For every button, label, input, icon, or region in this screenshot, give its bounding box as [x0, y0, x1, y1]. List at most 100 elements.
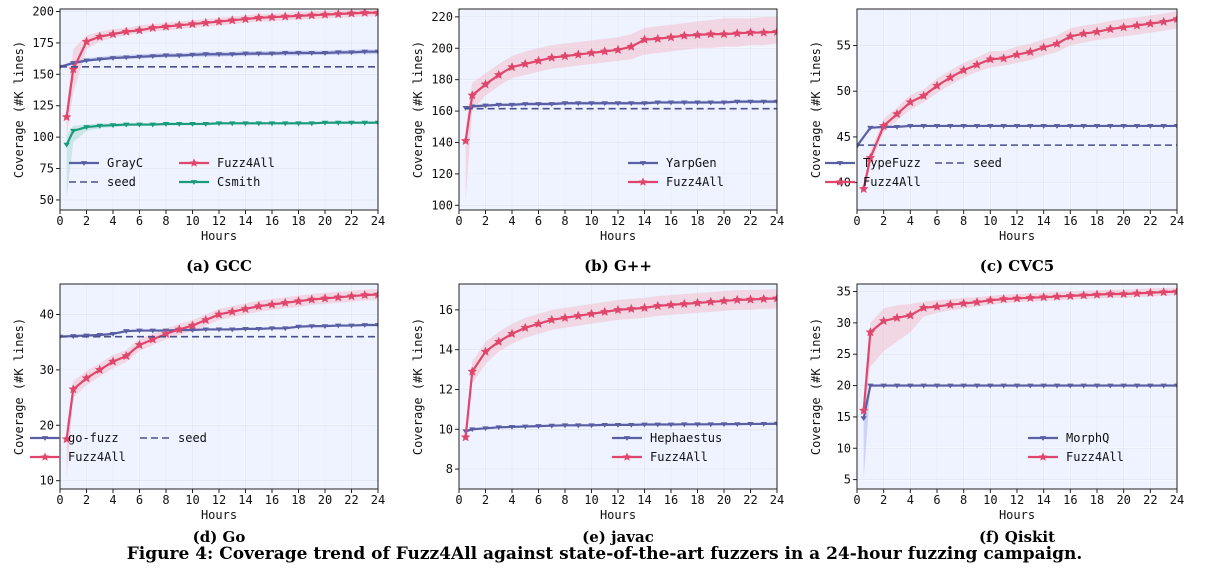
point-fuzz4all — [626, 41, 637, 51]
point-yarpgen — [548, 102, 555, 107]
point-fuzz4all — [293, 296, 304, 306]
point-fuzz4all — [666, 299, 676, 310]
point-fuzz4all — [214, 309, 224, 319]
point-fuzz4all — [719, 295, 729, 306]
point-yarpgen — [462, 106, 469, 111]
point-grayc — [308, 51, 315, 56]
point-csmith — [202, 122, 209, 127]
point-yarpgen — [707, 100, 714, 106]
point-fuzz4all — [174, 324, 185, 334]
point-fuzz4all — [227, 306, 238, 316]
point-typefuzz — [1067, 124, 1074, 129]
point-fuzz4all — [467, 366, 478, 376]
point-fuzz4all — [998, 293, 1009, 304]
x-tick-label: 14 — [238, 493, 252, 507]
y-tick-label: 10 — [837, 441, 851, 455]
point-morphq — [1053, 383, 1061, 389]
point-morphq — [1027, 383, 1034, 389]
point-csmith — [136, 122, 143, 128]
point-grayc — [162, 53, 170, 59]
point-grayc — [282, 51, 289, 56]
point-fuzz4all — [692, 29, 703, 40]
point-go-fuzz — [308, 324, 315, 329]
point-grayc — [83, 58, 90, 64]
point-fuzz4all — [639, 34, 650, 44]
point-fuzz4all — [865, 152, 876, 163]
point-csmith — [162, 122, 170, 127]
x-tick-label: 6 — [535, 493, 542, 507]
point-go-fuzz — [295, 324, 302, 330]
y-tick-label: 150 — [32, 67, 54, 81]
x-tick-label: 2 — [482, 214, 489, 228]
legend-label-morphq: MorphQ — [1066, 431, 1109, 445]
x-tick-label: 16 — [664, 493, 678, 507]
point-csmith — [282, 121, 289, 127]
point-hephaestus — [535, 424, 542, 429]
x-tick-label: 18 — [291, 493, 305, 507]
point-typefuzz — [1080, 124, 1087, 129]
point-go-fuzz — [335, 323, 342, 329]
point-morphq — [893, 383, 901, 389]
x-tick-label: 12 — [212, 493, 226, 507]
point-hephaestus — [601, 422, 608, 428]
point-csmith — [96, 123, 103, 129]
point-hephaestus — [628, 422, 635, 428]
point-csmith — [63, 142, 70, 148]
point-hephaestus — [508, 424, 516, 430]
point-fuzz4all — [480, 79, 491, 89]
plot-series — [460, 16, 777, 201]
x-tick-label: 20 — [717, 214, 731, 228]
point-fuzz4all — [520, 322, 531, 332]
point-morphq — [860, 416, 867, 422]
y-tick-label: 120 — [431, 167, 453, 181]
x-tick-label: 14 — [637, 214, 651, 228]
point-yarpgen — [522, 102, 529, 107]
point-hephaestus — [561, 423, 569, 429]
point-fuzz4all — [320, 9, 330, 19]
point-morphq — [960, 383, 967, 389]
y-tick-label: 220 — [431, 10, 453, 24]
legend-label-typefuzz: TypeFuzz — [863, 156, 921, 170]
point-fuzz4all — [507, 61, 517, 72]
legend-label-fuzz4all: Fuzz4All — [68, 450, 126, 464]
legend-marker-fuzz4all — [189, 158, 199, 167]
panel-label: (a) GCC — [186, 257, 252, 275]
point-go-fuzz — [361, 323, 368, 328]
x-tick-label: 8 — [960, 493, 967, 507]
point-morphq — [947, 383, 954, 389]
y-tick-label: 175 — [32, 36, 54, 50]
point-fuzz4all — [972, 59, 982, 69]
point-fuzz4all — [772, 293, 777, 303]
point-csmith — [295, 121, 302, 127]
point-fuzz4all — [1172, 286, 1177, 296]
point-fuzz4all — [460, 432, 471, 442]
x-tick-label: 0 — [853, 214, 860, 228]
y-tick-label: 35 — [837, 285, 851, 299]
point-fuzz4all — [878, 315, 889, 326]
band-fuzz4all — [465, 288, 777, 442]
point-go-fuzz — [255, 326, 262, 332]
point-fuzz4all — [732, 28, 743, 38]
point-fuzz4all — [772, 26, 777, 36]
x-tick-label: 20 — [318, 493, 332, 507]
legend-marker-fuzz4all — [1038, 452, 1048, 461]
point-morphq — [1067, 383, 1074, 389]
point-typefuzz — [907, 124, 914, 129]
chart-panel-a-gcc: 0 2 4 6 8 10 12 14 16 18 20 22 245075100125150175200… — [12, 5, 385, 275]
point-morphq — [1120, 383, 1127, 389]
point-typefuzz — [1147, 124, 1154, 129]
point-fuzz4all — [560, 312, 570, 322]
point-yarpgen — [561, 101, 569, 107]
point-fuzz4all — [932, 80, 942, 90]
point-grayc — [374, 49, 378, 55]
point-fuzz4all — [61, 434, 72, 444]
point-morphq — [1160, 383, 1167, 389]
x-tick-label: 0 — [455, 493, 462, 507]
point-fuzz4all — [573, 310, 584, 320]
x-tick-label: 6 — [136, 493, 143, 507]
point-fuzz4all — [679, 30, 690, 40]
x-tick-label: 2 — [83, 493, 90, 507]
panel-label: (e) javac — [582, 528, 654, 546]
point-fuzz4all — [719, 28, 729, 39]
point-yarpgen — [535, 102, 542, 107]
